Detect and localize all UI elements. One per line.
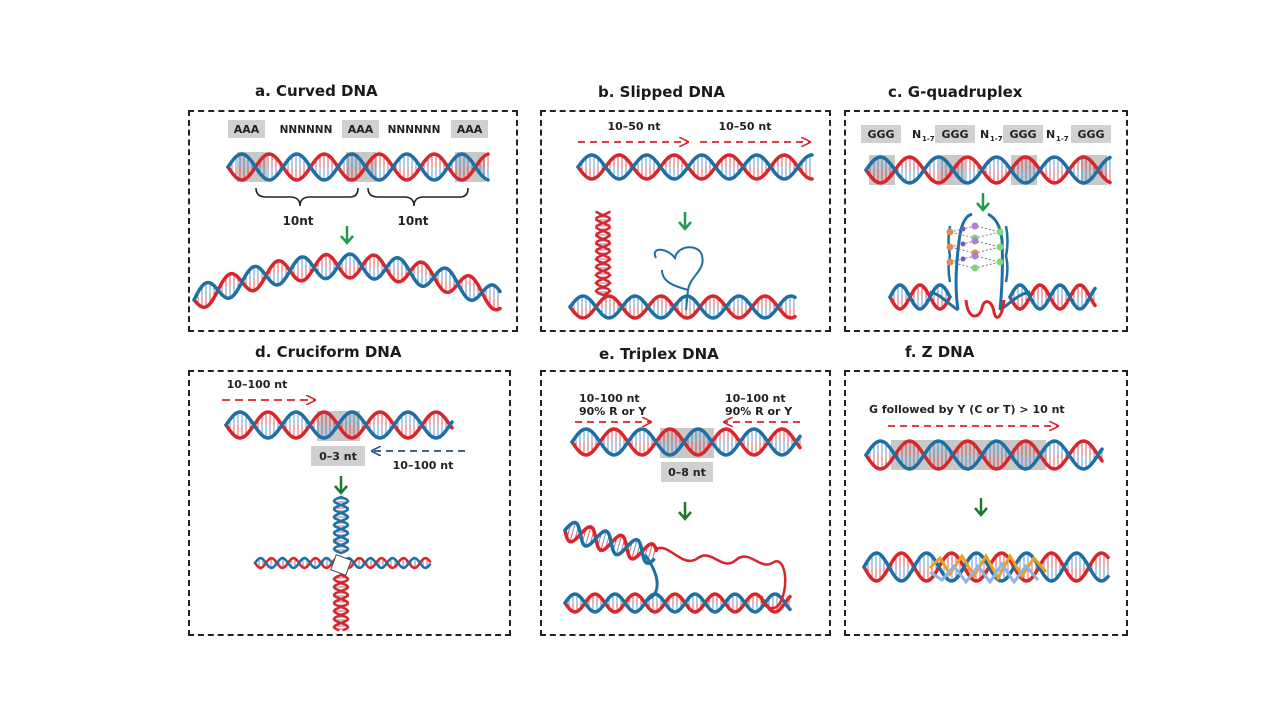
ggg-label-1: GGG bbox=[867, 128, 894, 141]
ggg-label-2: GGG bbox=[941, 128, 968, 141]
zdna-label: G followed by Y (C or T) > 10 nt bbox=[869, 403, 1065, 416]
down-arrow-icon-b bbox=[678, 212, 692, 231]
dna-helices bbox=[192, 152, 1112, 632]
gquad-top-helix bbox=[864, 155, 1112, 185]
aaa-box-2 bbox=[342, 120, 379, 138]
down-arrow-icon-f bbox=[974, 498, 988, 517]
panel-curved-dna bbox=[188, 110, 518, 332]
triplex-right-label-1: 10–100 nt bbox=[725, 392, 786, 405]
cruciform-spacer-box bbox=[311, 446, 365, 466]
nnnnnn-label-1: NNNNNN bbox=[280, 124, 333, 136]
zdna-zigzag-blue bbox=[929, 561, 1040, 585]
aaa-box-3 bbox=[451, 120, 488, 138]
curved-straight-helix bbox=[226, 152, 490, 182]
slipped-top-helix bbox=[576, 153, 814, 181]
triplex-right-label-2: 90% R or Y bbox=[725, 405, 793, 418]
curved-braces bbox=[255, 187, 469, 207]
panel-cruciform-dna bbox=[188, 370, 511, 636]
triplex-spacer-label: 0–8 nt bbox=[668, 466, 706, 479]
zdna-bottom-helix bbox=[862, 551, 1110, 583]
zdna-zigzag bbox=[928, 552, 1048, 582]
title-g-quadruplex: c. G-quadruplex bbox=[888, 83, 1023, 101]
down-arrow-icon-d bbox=[334, 476, 348, 495]
gquad-left-helix bbox=[888, 283, 952, 311]
curved-sequence-row: AAA NNNNNN AAA NNNNNN AAA bbox=[228, 120, 488, 138]
gquad-right-helix bbox=[1008, 283, 1097, 311]
down-arrow-icon-e bbox=[678, 502, 692, 521]
triplex-left-label-2: 90% R or Y bbox=[579, 405, 647, 418]
triplex-top-helix bbox=[570, 427, 802, 457]
n-label-2: N bbox=[980, 128, 989, 141]
slipped-bottom-helix bbox=[568, 294, 797, 320]
down-arrow-icon-a bbox=[340, 226, 354, 245]
aaa-label-3: AAA bbox=[457, 123, 483, 136]
aaa-box-1 bbox=[228, 120, 265, 138]
nnnnnn-label-2: NNNNNN bbox=[388, 124, 441, 136]
down-arrow-icon-c bbox=[976, 193, 990, 212]
aaa-label-1: AAA bbox=[234, 123, 260, 136]
title-z-dna: f. Z DNA bbox=[905, 343, 975, 361]
brace-label-2: 10nt bbox=[398, 214, 429, 228]
title-cruciform-dna: d. Cruciform DNA bbox=[255, 343, 402, 361]
panel-g-quadruplex bbox=[844, 110, 1128, 332]
ggg-label-4: GGG bbox=[1077, 128, 1104, 141]
brace-label-1: 10nt bbox=[283, 214, 314, 228]
triplex-angled-helix bbox=[563, 520, 659, 565]
title-slipped-dna: b. Slipped DNA bbox=[598, 83, 725, 101]
slipped-blue-loop bbox=[653, 246, 704, 311]
down-arrows bbox=[334, 193, 990, 521]
cruciform-down-arm bbox=[332, 573, 350, 632]
svg-text:1-7: 1-7 bbox=[922, 135, 935, 143]
n-label-1: N bbox=[912, 128, 921, 141]
cruciform-spacer-label: 0–3 nt bbox=[319, 450, 357, 463]
gquad-sequence-row: GGG N 1-7 GGG N 1-7 GGG N 1-7 GGG bbox=[861, 125, 1111, 143]
cruciform-arrow-label-2: 10–100 nt bbox=[393, 459, 454, 472]
triplex-red-third-strand bbox=[654, 546, 787, 610]
svg-text:1-7: 1-7 bbox=[990, 135, 1003, 143]
panel-z-dna bbox=[844, 370, 1128, 636]
panel-slipped-dna bbox=[540, 110, 831, 332]
aaa-label-2: AAA bbox=[348, 123, 374, 136]
triplex-blue-loop bbox=[643, 554, 659, 602]
zdna-top-helix bbox=[864, 439, 1104, 471]
cruciform-junction bbox=[330, 554, 352, 576]
triplex-spacer-box bbox=[661, 462, 713, 482]
slipped-arrow-label-2: 10–50 nt bbox=[718, 120, 771, 133]
slipped-arrow-label-1: 10–50 nt bbox=[607, 120, 660, 133]
title-curved-dna: a. Curved DNA bbox=[255, 82, 378, 100]
curved-bent-helix bbox=[192, 252, 502, 312]
panel-triplex-dna bbox=[540, 370, 831, 636]
ggg-label-3: GGG bbox=[1009, 128, 1036, 141]
title-triplex-dna: e. Triplex DNA bbox=[599, 345, 719, 363]
cruciform-top-helix bbox=[224, 410, 454, 440]
triplex-bottom-helix bbox=[563, 592, 792, 614]
slipped-hairpin bbox=[594, 210, 612, 297]
n-label-3: N bbox=[1046, 128, 1055, 141]
triplex-left-label-1: 10–100 nt bbox=[579, 392, 640, 405]
cruciform-arrow-label-1: 10–100 nt bbox=[227, 378, 288, 391]
cruciform-up-arm bbox=[332, 495, 350, 555]
svg-text:1-7: 1-7 bbox=[1056, 135, 1069, 143]
gquad-structure bbox=[929, 212, 1031, 319]
